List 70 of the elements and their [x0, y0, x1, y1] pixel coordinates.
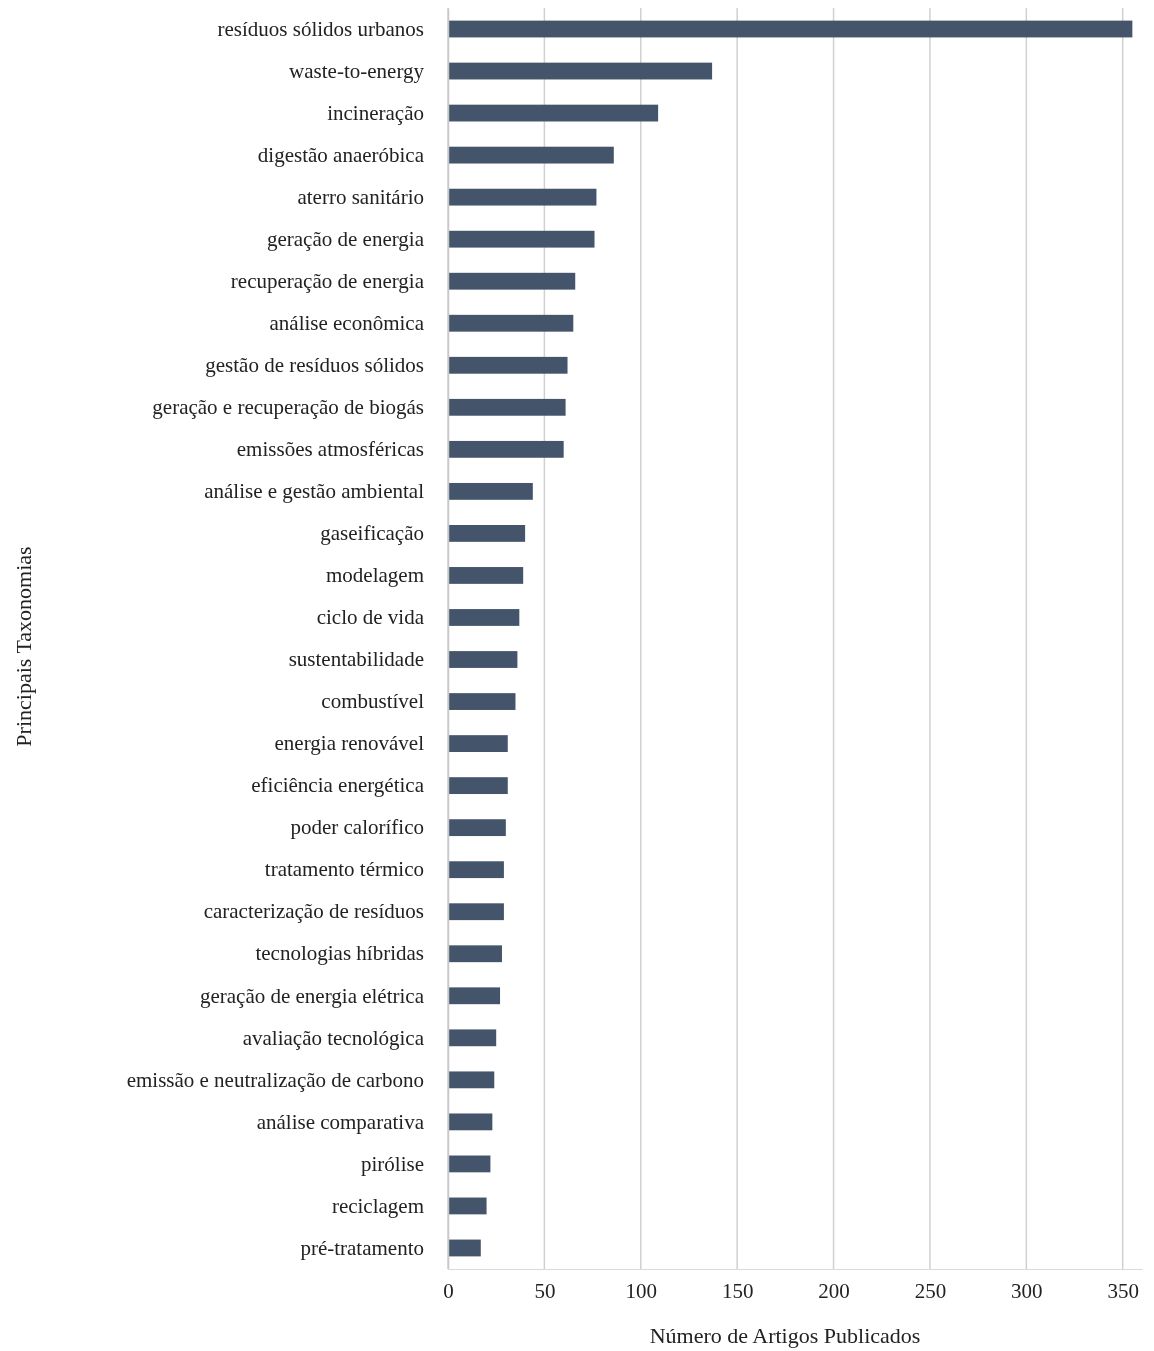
x-tick-label: 150 — [721, 1278, 754, 1303]
bar — [448, 567, 524, 584]
y-tick-label: eficiência energética — [251, 773, 425, 798]
bar — [448, 272, 576, 290]
y-tick-label: ciclo de vida — [316, 605, 425, 630]
y-tick-label: gestão de resíduos sólidos — [205, 353, 424, 377]
x-tick-label: 350 — [1107, 1278, 1139, 1303]
bar — [448, 819, 506, 837]
y-tick-label: geração e recuperação de biogás — [152, 395, 424, 420]
bar — [448, 146, 614, 164]
bar — [448, 735, 508, 752]
bar — [448, 1155, 491, 1173]
bar — [448, 1029, 497, 1047]
x-tick-label: 0 — [443, 1278, 454, 1303]
x-tick-label: 100 — [625, 1278, 658, 1303]
y-tick-label: análise e gestão ambiental — [204, 479, 425, 504]
y-tick-label: waste-to-energy — [289, 58, 425, 83]
y-tick-label: recuperação de energia — [230, 268, 425, 293]
y-tick-label: tratamento térmico — [264, 857, 424, 882]
y-tick-label: pirólise — [361, 1151, 424, 1176]
y-tick-label: poder calorífico — [290, 815, 424, 840]
bar — [448, 440, 564, 458]
y-tick-label: tecnologias híbridas — [255, 941, 424, 966]
y-tick-label: análise econômica — [269, 310, 425, 335]
y-tick-label: incineração — [327, 100, 424, 125]
bar — [448, 1071, 495, 1089]
bar — [448, 356, 568, 374]
bar — [448, 693, 516, 710]
bar — [448, 1113, 493, 1131]
y-tick-label: análise comparativa — [256, 1109, 425, 1134]
bar — [448, 945, 502, 963]
y-tick-label: aterro sanitário — [297, 184, 424, 209]
y-tick-label: energia renovável — [274, 731, 425, 756]
bar — [448, 482, 533, 500]
y-tick-label: modelagem — [326, 563, 424, 588]
bar — [448, 230, 595, 248]
y-tick-label: digestão anaeróbica — [257, 142, 425, 167]
y-tick-label: gaseificação — [320, 521, 424, 546]
bar — [448, 861, 504, 879]
y-tick-label: reciclagem — [331, 1193, 424, 1218]
bar — [448, 651, 518, 668]
bar — [448, 62, 713, 80]
y-tick-label: combustível — [321, 689, 425, 714]
bar — [448, 188, 597, 206]
bar — [448, 20, 1133, 38]
y-tick-label: emissões atmosféricas — [236, 437, 424, 462]
bar — [448, 903, 504, 921]
x-tick-label: 300 — [1011, 1278, 1043, 1303]
y-tick-label: emissão e neutralização de carbono — [126, 1067, 424, 1092]
y-tick-label: sustentabilidade — [288, 647, 424, 672]
bar — [448, 104, 659, 122]
x-axis-title: Número de Artigos Publicados — [649, 1323, 921, 1348]
bar — [448, 314, 574, 332]
bar — [448, 1197, 487, 1215]
bar — [448, 777, 508, 795]
y-tick-label: geração de energia — [266, 226, 425, 251]
y-tick-label: resíduos sólidos urbanos — [217, 16, 424, 41]
y-tick-label: caracterização de resíduos — [203, 899, 424, 924]
bar — [448, 525, 526, 542]
x-tick-label: 200 — [818, 1278, 850, 1303]
y-tick-label: avaliação tecnológica — [242, 1025, 425, 1050]
bar — [448, 987, 501, 1005]
x-tick-label: 50 — [534, 1278, 556, 1303]
bar — [448, 609, 520, 626]
x-tick-label: 250 — [914, 1278, 947, 1303]
bar — [448, 1239, 481, 1257]
y-tick-label: geração de energia elétrica — [199, 983, 425, 1008]
y-axis-title: Principais Taxonomias — [11, 546, 36, 747]
bar — [448, 398, 566, 416]
y-tick-label: pré-tratamento — [300, 1235, 424, 1260]
